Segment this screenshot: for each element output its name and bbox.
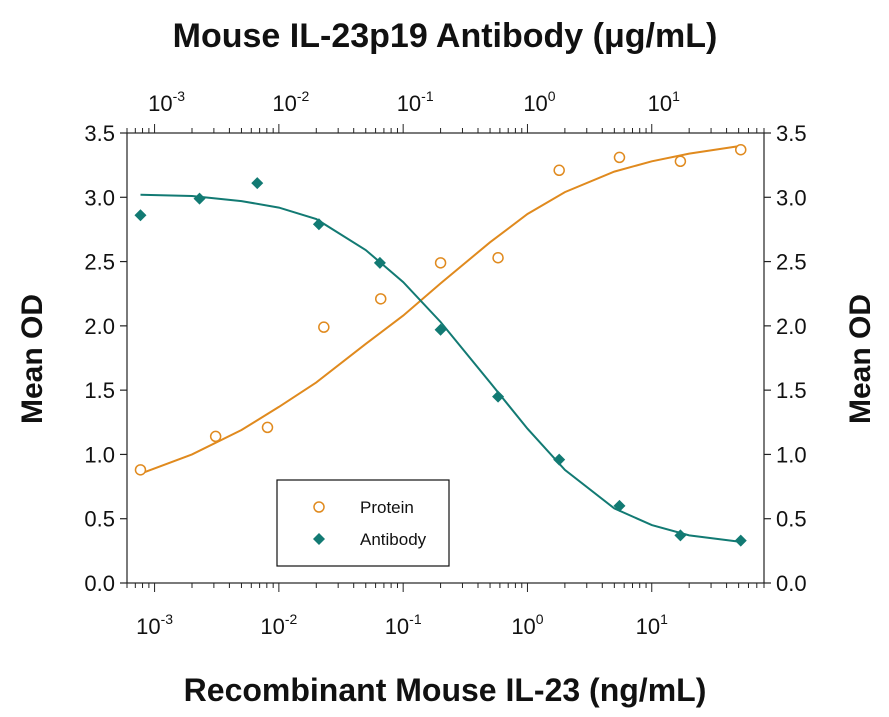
protein-point xyxy=(492,251,504,264)
y-tick-label: 0.0 xyxy=(84,571,115,596)
x-tick-label: 100 xyxy=(511,611,543,639)
y2-tick-label: 1.0 xyxy=(776,442,807,467)
legend-antibody-marker xyxy=(313,533,325,545)
legend: Protein Antibody xyxy=(276,479,450,567)
protein-point xyxy=(209,430,222,443)
y-tick-label: 2.5 xyxy=(84,250,115,275)
legend-protein-label: Protein xyxy=(360,498,414,517)
legend-antibody-label: Antibody xyxy=(360,530,427,549)
protein-point xyxy=(434,257,447,269)
y2-tick-label: 2.0 xyxy=(776,314,807,339)
protein-point xyxy=(134,464,147,476)
y-tick-label: 3.5 xyxy=(84,121,115,146)
ticks-layer: 0.0 0.0 0.5 0.5 1.0 1.0 1.5 1.5 2.0 2.0 2.5 2.5 3.0 3… xyxy=(84,88,806,639)
antibody-point xyxy=(553,453,566,466)
x2-tick-label: 10-2 xyxy=(272,88,309,116)
y-tick-label: 2.0 xyxy=(84,314,115,339)
chart-title: Mouse IL-23p19 Antibody (μg/mL) xyxy=(173,17,718,55)
protein-point xyxy=(318,321,330,333)
y-tick-label: 0.5 xyxy=(84,507,115,532)
antibody-point xyxy=(251,177,264,190)
antibody-point xyxy=(674,529,687,542)
x2-tick-label: 10-1 xyxy=(397,88,434,116)
y-tick-label: 1.0 xyxy=(84,442,115,467)
antibody-point xyxy=(734,534,747,547)
plot-frame xyxy=(126,132,765,584)
antibody-point xyxy=(373,256,386,269)
protein-point xyxy=(734,143,747,156)
y2-tick-label: 3.0 xyxy=(776,185,807,210)
y2-axis-label: Mean OD xyxy=(844,294,877,424)
antibody-point xyxy=(193,192,206,205)
x-tick-label: 10-1 xyxy=(385,611,422,639)
y2-tick-label: 0.5 xyxy=(776,507,807,532)
protein-point xyxy=(674,155,687,168)
x-axis-label: Recombinant Mouse IL-23 (ng/mL) xyxy=(184,672,707,708)
x2-tick-label: 100 xyxy=(523,88,555,116)
y-tick-label: 1.5 xyxy=(84,378,115,403)
protein-point xyxy=(374,293,387,305)
points-layer xyxy=(134,143,747,547)
antibody-point xyxy=(492,390,505,403)
protein-point xyxy=(553,164,565,177)
protein-fit-curve xyxy=(140,144,741,475)
legend-protein-marker xyxy=(313,501,325,513)
antibody-point xyxy=(434,323,447,336)
y2-tick-label: 3.5 xyxy=(776,121,807,146)
protein-point xyxy=(261,421,274,434)
y2-tick-label: 0.0 xyxy=(776,571,807,596)
x-tick-label: 101 xyxy=(636,611,668,639)
x-tick-label: 10-3 xyxy=(136,611,173,639)
y2-tick-label: 1.5 xyxy=(776,378,807,403)
antibody-point xyxy=(134,209,147,222)
legend-box xyxy=(276,479,450,567)
y-tick-label: 3.0 xyxy=(84,185,115,210)
y2-tick-label: 2.5 xyxy=(776,250,807,275)
protein-point xyxy=(613,151,626,164)
x-tick-label: 10-2 xyxy=(260,611,297,639)
x2-tick-label: 10-3 xyxy=(148,88,185,116)
x2-tick-label: 101 xyxy=(648,88,680,116)
y-axis-label: Mean OD xyxy=(16,294,49,424)
fit-layer xyxy=(140,144,741,543)
antibody-point xyxy=(613,499,626,512)
antibody-point xyxy=(312,218,325,231)
antibody-fit-curve xyxy=(140,193,741,543)
